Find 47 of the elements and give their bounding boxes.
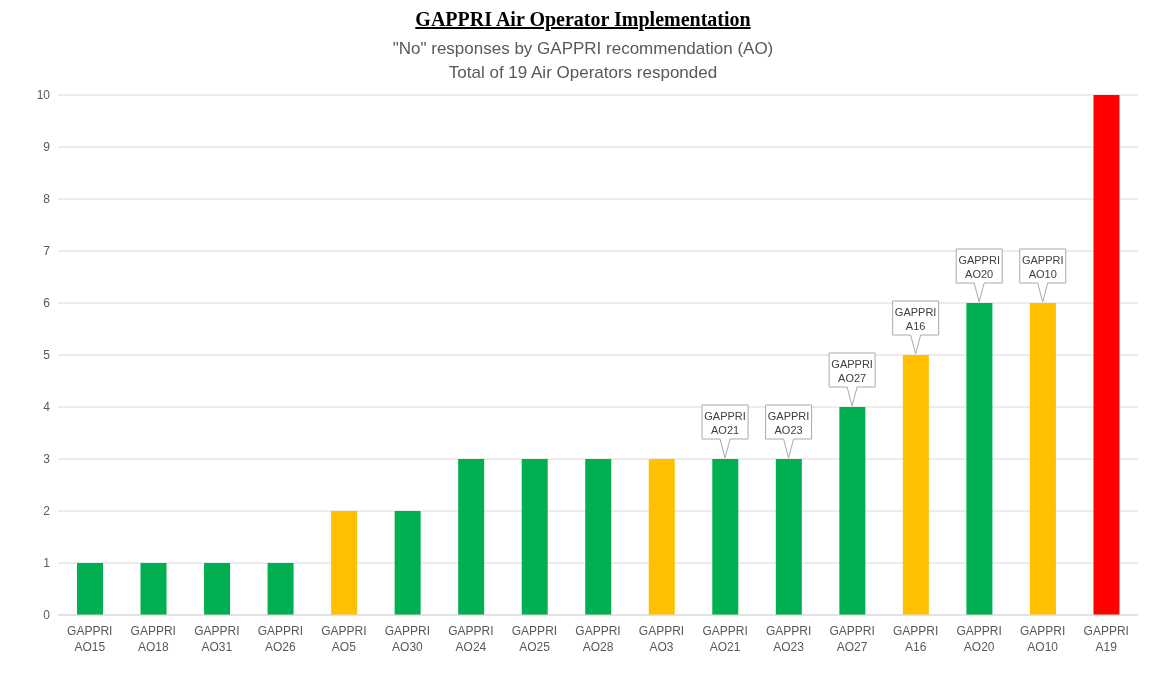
y-tick-label: 9 [43,140,51,155]
annotation: GAPPRI A16 [894,306,937,332]
x-tick-label: GAPPRI AO20 [956,624,1002,654]
x-tick-label: GAPPRI AO24 [448,624,494,654]
annotation: GAPPRI AO23 [767,410,810,436]
y-tick-label: 8 [43,192,51,207]
bar [140,563,167,615]
x-tick-label: GAPPRI AO3 [638,624,685,654]
x-tick-label: GAPPRI AO31 [194,624,240,654]
x-tick-label: GAPPRI AO26 [257,624,304,654]
y-tick-label: 6 [43,296,51,311]
y-tick-label: 2 [43,504,51,519]
x-tick-label: GAPPRI A16 [892,624,939,654]
y-tick-label: 0 [43,608,51,623]
y-tick-label: 1 [43,556,51,571]
x-tick-label: GAPPRI AO21 [702,624,748,654]
bar [204,563,231,615]
x-tick-label: GAPPRI AO28 [575,624,621,654]
y-tick-label: 3 [43,452,51,467]
annotation: GAPPRI AO10 [1021,254,1064,280]
y-tick-label: 4 [43,400,51,415]
bar [394,511,421,615]
bar [648,459,675,615]
chart-subtitle: "No" responses by GAPPRI recommendation (AO) Total of 19 Air Operators responded [391,38,775,84]
bar [267,563,294,615]
annotation: GAPPRI AO20 [958,254,1000,280]
x-tick-label: GAPPRI AO27 [829,624,875,654]
bar [585,459,612,615]
x-tick-label: GAPPRI AO23 [765,624,812,654]
bar [331,511,358,615]
bar [77,563,103,615]
bar [458,459,485,615]
annotation: GAPPRI AO27 [831,358,873,384]
x-tick-label: GAPPRI A19 [1083,624,1129,654]
annotation: GAPPRI AO21 [704,410,746,436]
x-tick-label: GAPPRI AO30 [384,624,431,654]
chart-title: GAPPRI Air Operator Implementation [414,8,752,31]
y-tick-label: 5 [43,348,51,363]
bar [1093,95,1120,615]
y-tick-label: 7 [43,244,51,259]
x-tick-label: GAPPRI AO15 [67,624,113,654]
x-tick-label: GAPPRI AO25 [511,624,558,654]
bar [521,459,548,615]
x-tick-label: GAPPRI AO18 [130,624,176,654]
y-tick-label: 10 [36,88,51,103]
x-tick-label: GAPPRI AO10 [1020,624,1066,654]
x-tick-label: GAPPRI AO5 [321,624,367,654]
